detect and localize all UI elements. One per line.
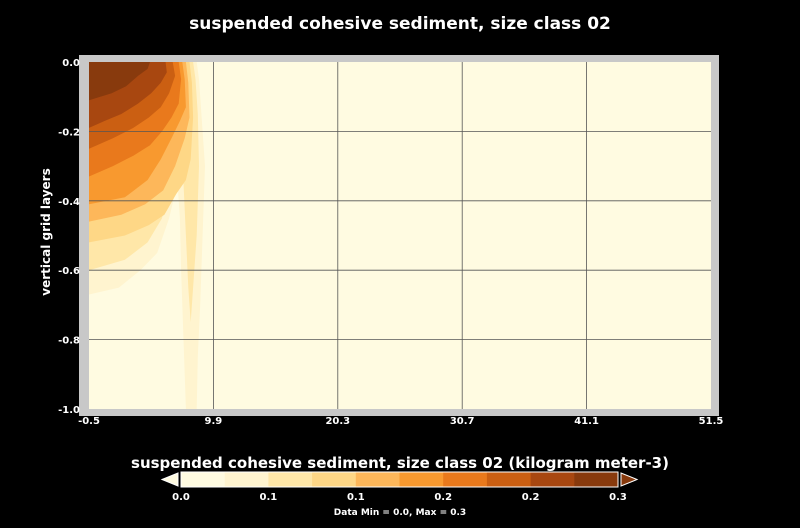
y-axis: 0.0 -0.2 -0.4 -0.6 -0.8 -1.0 [58,58,80,416]
y-tick-label: 0.0 [62,58,80,69]
x-tick-label: 30.7 [450,416,475,427]
colorbar-swatch [268,472,313,487]
colorbar-swatch [224,472,269,487]
colorbar-swatch [443,472,488,487]
colorbar-max-arrow [620,472,639,487]
x-tick-label: 20.3 [325,416,350,427]
colorbar-swatch [399,472,444,487]
y-axis-label: vertical grid layers [39,168,53,296]
y-tick-label: -0.2 [58,127,80,138]
colorbar-swatch [486,472,532,487]
colorbar-tick-label: 0.1 [260,492,278,503]
x-tick-label: 9.9 [205,416,223,427]
x-axis: -0.5 9.9 20.3 30.7 41.1 51.5 [78,416,723,427]
contour-layer [89,62,205,409]
y-tick-label: -0.6 [58,266,80,277]
contour-level-9 [89,62,150,101]
colorbar-swatch [355,472,400,487]
grid-layer [89,62,711,409]
data-range-text: Data Min = 0.0, Max = 0.3 [333,508,467,518]
colorbar-swatch [181,472,226,487]
colorbar-tick-label: 0.2 [434,492,452,503]
colorbar-min-arrow [160,472,179,487]
y-tick-label: -1.0 [58,405,80,416]
x-tick-label: -0.5 [78,416,100,427]
colorbar-tick-label: 0.0 [172,492,190,503]
x-tick-label: 51.5 [699,416,724,427]
y-tick-label: -0.4 [58,197,80,208]
chart-title: suspended cohesive sediment, size class … [189,14,611,34]
colorbar-swatch [574,472,619,487]
colorbar-title: suspended cohesive sediment, size class … [131,454,669,472]
colorbar-border [180,471,619,488]
colorbar: 0.0 0.1 0.1 0.2 0.2 0.3 [160,471,639,503]
x-tick-label: 41.1 [574,416,599,427]
colorbar-tick-label: 0.2 [522,492,540,503]
y-tick-label: -0.8 [58,336,80,347]
colorbar-tick-label: 0.1 [347,492,365,503]
colorbar-tick-label: 0.3 [609,492,627,503]
colorbar-swatch [312,472,357,487]
colorbar-swatch [530,472,575,487]
